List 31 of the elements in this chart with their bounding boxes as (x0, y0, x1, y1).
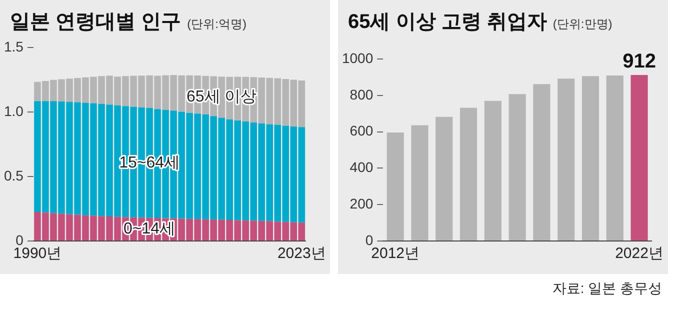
bar (484, 100, 502, 240)
x-tick-label: 2012년 (371, 245, 420, 262)
y-tick-label: 600 (350, 122, 374, 139)
y-tick-label: 200 (350, 195, 374, 212)
y-tick-label: 0 (16, 232, 24, 248)
y-tick-label: 1.0 (4, 102, 24, 119)
bar (508, 94, 526, 240)
bar (436, 116, 453, 240)
chart-title: 일본 연령대별 인구 (10, 11, 182, 33)
y-tick-label: 400 (350, 159, 374, 176)
bar (558, 78, 575, 240)
data-label: 912 (622, 50, 656, 73)
bar (386, 132, 404, 240)
bar (411, 125, 428, 240)
bar (533, 84, 550, 240)
bar (460, 108, 478, 240)
x-tick-label: 2023년 (277, 245, 326, 262)
text: 자료: 일본 총무성 (551, 280, 663, 298)
y-tick-label: 1.5 (4, 38, 24, 54)
bar (630, 75, 648, 240)
chart-title: 65세 이상 고령 취업자 (348, 11, 547, 33)
bar (606, 76, 624, 240)
y-tick-label: 0.5 (4, 167, 24, 184)
y-tick-label: 0 (365, 232, 374, 248)
y-tick-label: 1000 (342, 50, 374, 66)
x-tick-label: 2022년 (615, 245, 664, 262)
chart-subtitle: (단위:만명) (552, 17, 612, 31)
chart-subtitle: (단위:억명) (187, 17, 246, 31)
x-tick-label: 1990년 (13, 245, 62, 262)
bar (582, 76, 600, 240)
y-tick-label: 800 (350, 86, 374, 102)
